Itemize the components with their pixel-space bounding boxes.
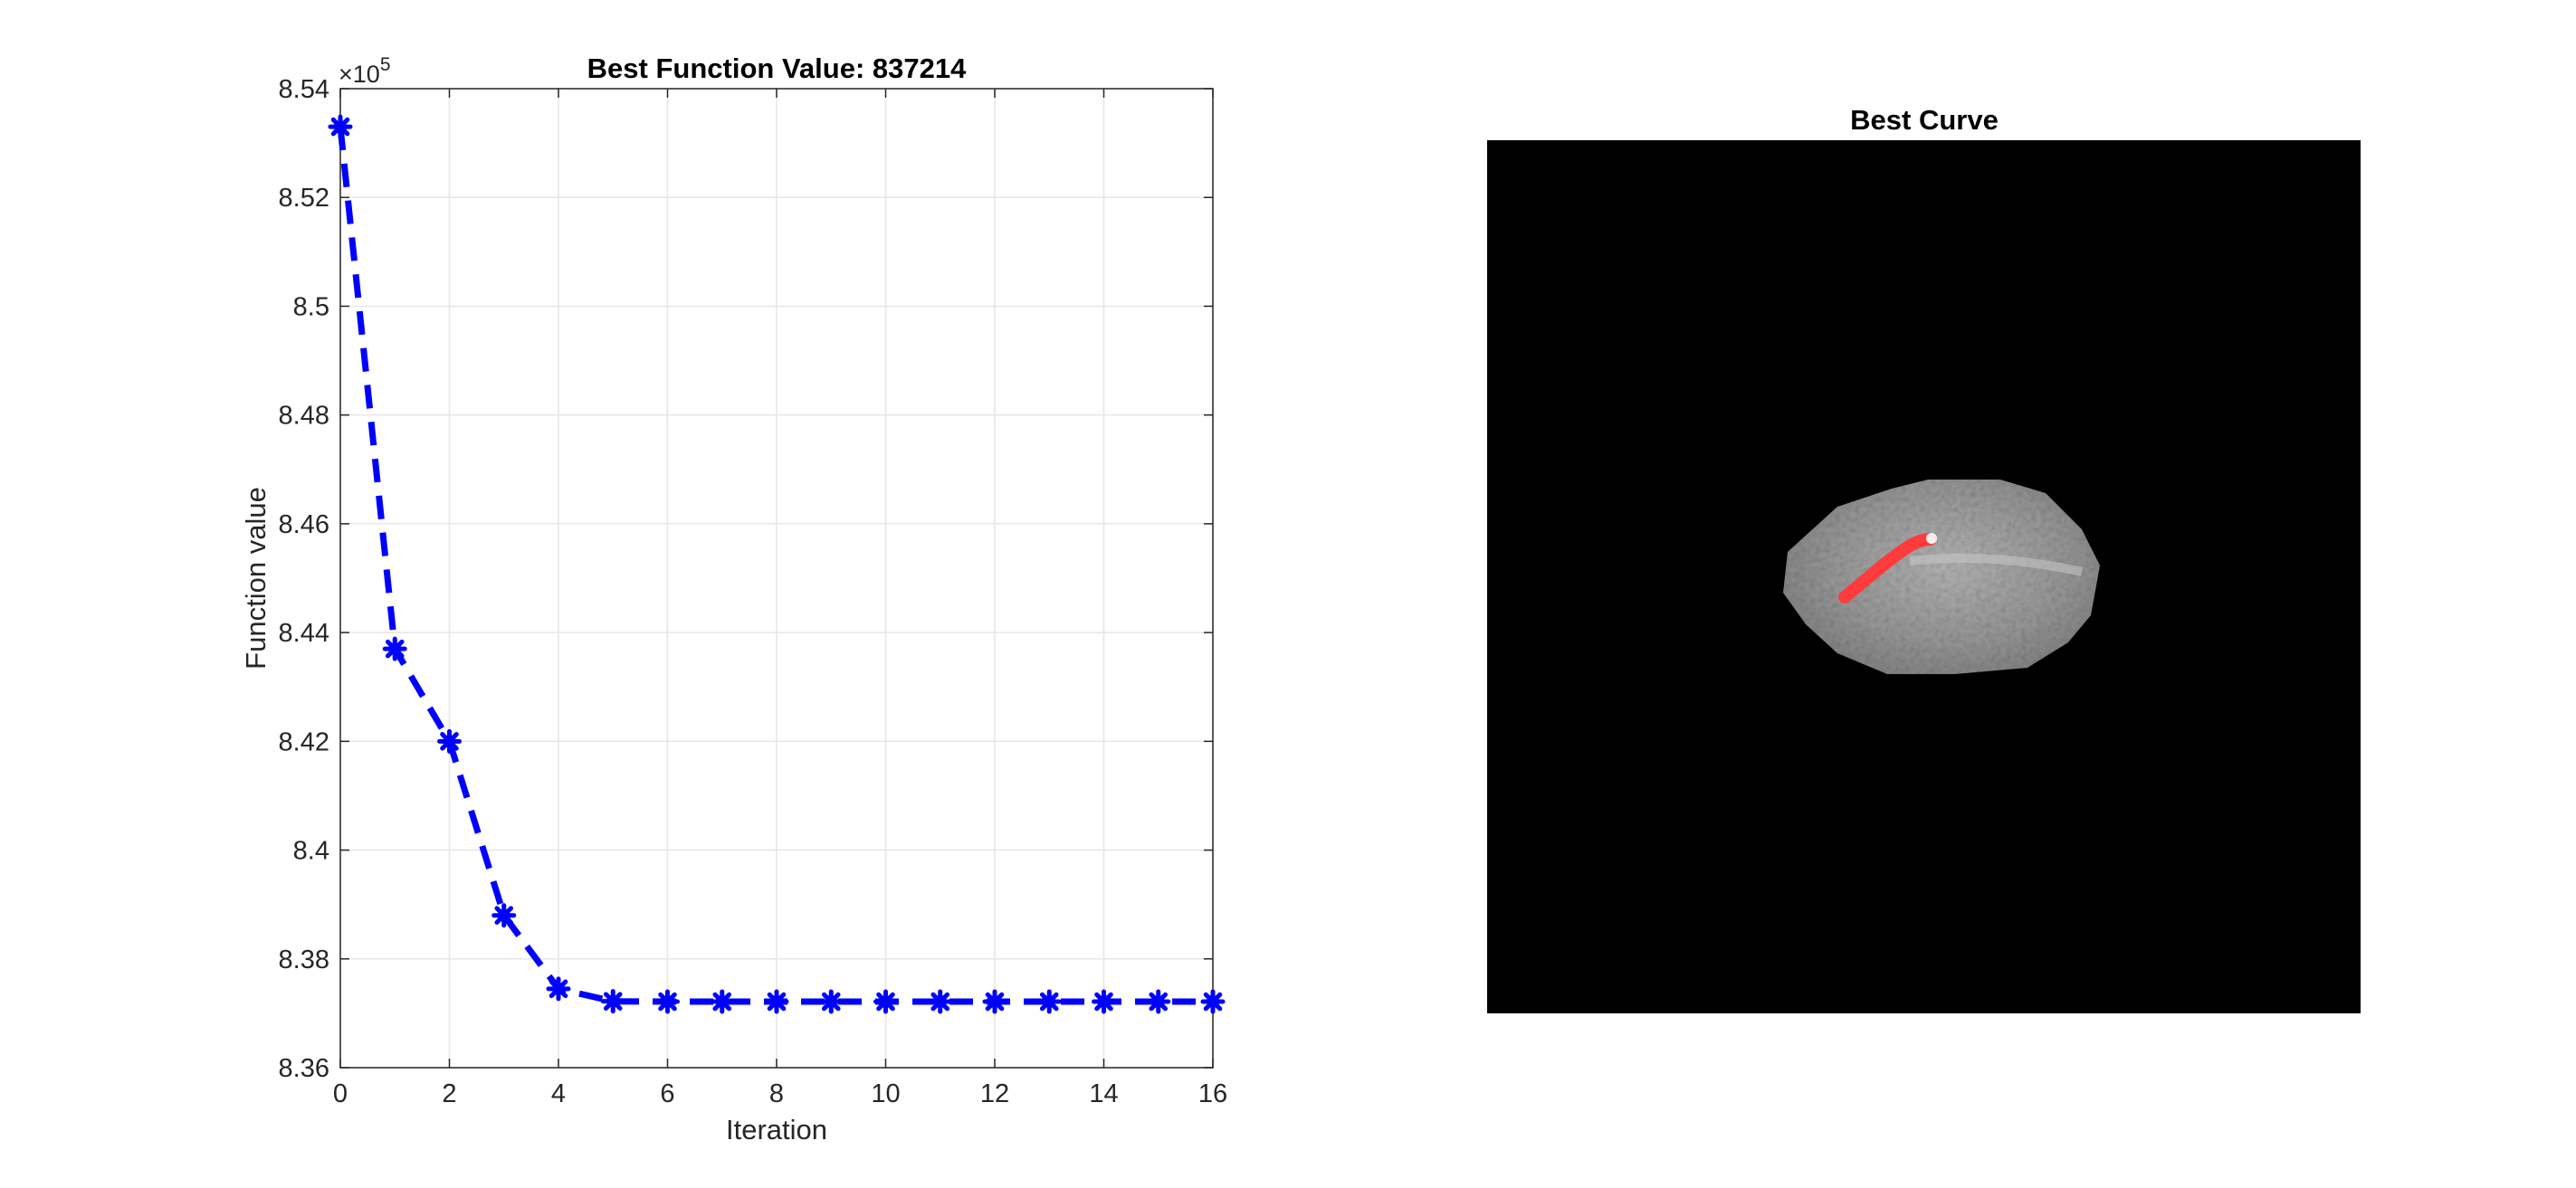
data-point xyxy=(710,989,735,1014)
data-point xyxy=(600,989,625,1014)
y-exponent-label: ×105 xyxy=(339,54,391,88)
x-tick-label: 14 xyxy=(1089,1079,1118,1108)
data-point xyxy=(655,989,680,1014)
y-tick-label: 8.44 xyxy=(279,619,329,648)
y-tick-label: 8.52 xyxy=(279,184,329,213)
y-tick-label: 8.54 xyxy=(279,75,329,104)
data-point xyxy=(546,976,571,1002)
x-tick-label: 0 xyxy=(333,1079,348,1108)
data-point xyxy=(382,636,407,661)
data-point xyxy=(1200,989,1226,1014)
y-tick-label: 8.4 xyxy=(293,837,329,866)
data-point xyxy=(982,989,1007,1014)
x-tick-label: 6 xyxy=(660,1079,674,1108)
data-point xyxy=(818,989,844,1014)
x-ticks: 0 2 4 6 8 10 12 14 16 xyxy=(333,89,1227,1108)
x-tick-label: 10 xyxy=(871,1079,900,1108)
x-tick-label: 16 xyxy=(1198,1079,1227,1108)
data-point xyxy=(437,728,462,754)
y-tick-label: 8.46 xyxy=(279,510,329,539)
y-tick-label: 8.48 xyxy=(279,402,329,431)
series-function-value xyxy=(328,114,1226,1014)
y-tick-label: 8.42 xyxy=(279,727,329,756)
x-tick-label: 2 xyxy=(442,1079,456,1108)
function-value-axes: 0 2 4 6 8 10 12 14 16 8.36 8.38 8.4 8.42 8.44 8.46 8.4… xyxy=(240,52,1227,1145)
plot-title-left: Best Function Value: 837214 xyxy=(587,52,967,84)
x-tick-label: 4 xyxy=(551,1079,566,1108)
bright-streak xyxy=(1909,553,2084,576)
y-ticks: 8.36 8.38 8.4 8.42 8.44 8.46 8.48 8.5 8.52 8.54 xyxy=(279,75,1213,1083)
best-curve xyxy=(1838,533,1936,604)
data-point xyxy=(764,989,789,1014)
y-tick-label: 8.5 xyxy=(293,292,329,321)
data-point xyxy=(1036,989,1062,1014)
x-tick-label: 12 xyxy=(980,1079,1009,1108)
x-axis-label: Iteration xyxy=(726,1114,827,1145)
y-axis-label: Function value xyxy=(240,487,272,670)
curve-tip-highlight xyxy=(1926,533,1937,544)
data-point xyxy=(873,989,898,1014)
data-point xyxy=(1146,989,1171,1014)
data-point xyxy=(1092,989,1116,1014)
x-tick-label: 8 xyxy=(769,1079,784,1108)
plot-title-right: Best Curve xyxy=(1850,104,1999,136)
data-point xyxy=(491,903,517,928)
data-point xyxy=(328,114,353,139)
y-tick-label: 8.38 xyxy=(279,946,329,974)
image-object xyxy=(1783,480,2100,674)
best-curve-axes: Best Curve xyxy=(1487,104,2361,1013)
data-point xyxy=(928,989,953,1014)
y-tick-label: 8.36 xyxy=(279,1054,329,1083)
